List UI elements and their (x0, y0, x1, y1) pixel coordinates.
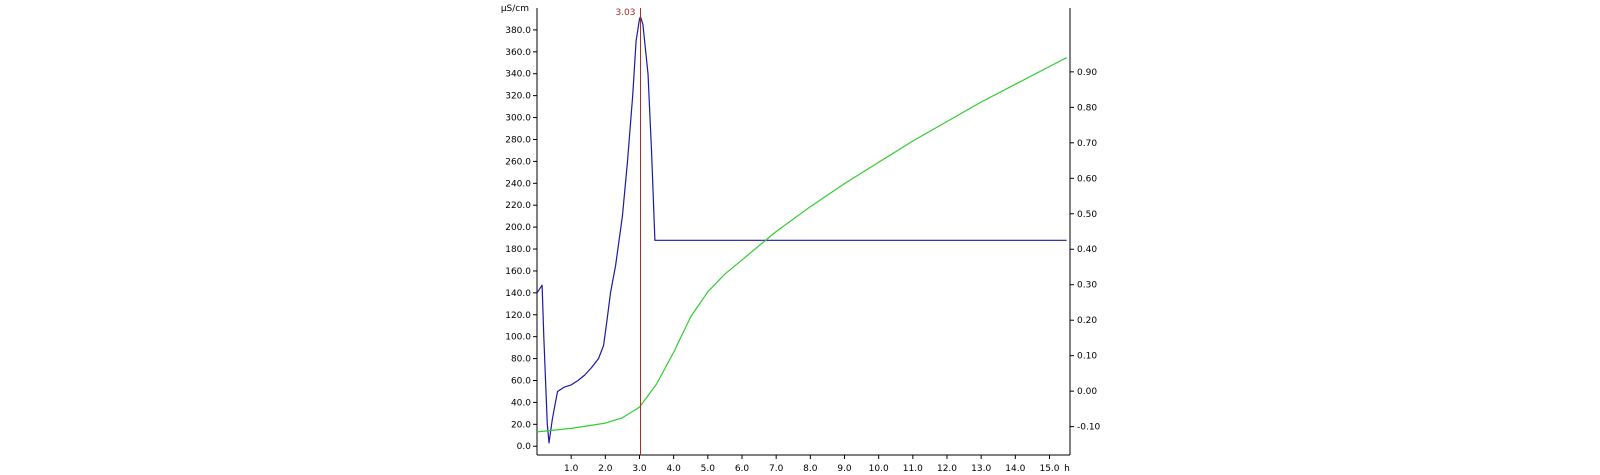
y-left-tick-label: 40.0 (511, 398, 531, 408)
y-right-tick-label: 0.70 (1077, 139, 1097, 149)
y-right-tick-label: 0.00 (1077, 387, 1097, 397)
y-left-tick-label: 200.0 (505, 223, 531, 233)
y-right-tick-label: 0.40 (1077, 245, 1097, 255)
y-axis-unit-label: µS/cm (501, 4, 529, 14)
x-tick-label: 1.0 (564, 464, 579, 474)
y-right-tick-label: 0.20 (1077, 316, 1097, 326)
y-left-tick-label: 340.0 (505, 70, 531, 80)
y-left-tick-label: 180.0 (505, 245, 531, 255)
x-tick-label: 4.0 (667, 464, 682, 474)
y-left-tick-label: 80.0 (511, 355, 531, 365)
y-left-tick-label: 140.0 (505, 289, 531, 299)
y-left-tick-label: 220.0 (505, 201, 531, 211)
y-left-axis-ticks: 0.0 20.0 40.0 60.0 80.0 100.0 120.0 140.0 160.0 1… (505, 26, 537, 452)
x-tick-label: 11.0 (903, 464, 923, 474)
y-left-tick-label: 120.0 (505, 311, 531, 321)
series-line-1 (536, 16, 1067, 444)
x-tick-label: 14.0 (1005, 464, 1025, 474)
marker-label: 3.03 (615, 8, 635, 18)
y-left-tick-label: 0.0 (517, 442, 532, 452)
y-left-tick-label: 240.0 (505, 179, 531, 189)
x-tick-label: 6.0 (735, 464, 750, 474)
series (536, 16, 1067, 444)
y-left-tick-label: 360.0 (505, 48, 531, 58)
x-tick-label: 5.0 (701, 464, 716, 474)
y-left-tick-label: 160.0 (505, 267, 531, 277)
y-right-tick-label: 0.80 (1077, 103, 1097, 113)
y-left-tick-label: 320.0 (505, 92, 531, 102)
y-left-tick-label: 20.0 (511, 420, 531, 430)
x-axis-unit-label: h (1064, 464, 1070, 474)
y-right-tick-label: 0.60 (1077, 174, 1097, 184)
x-tick-label: 15.0 (1039, 464, 1059, 474)
y-right-tick-label: 0.10 (1077, 352, 1097, 362)
y-left-tick-label: 280.0 (505, 135, 531, 145)
x-axis-ticks: 1.0 2.0 3.0 4.0 5.0 6.0 7.0 8.0 9.0 10.0 11.0 12.0 1… (564, 455, 1060, 474)
y-right-tick-label: 0.90 (1077, 68, 1097, 78)
x-tick-label: 13.0 (971, 464, 991, 474)
x-tick-label: 7.0 (769, 464, 784, 474)
marker: 3.03 (615, 8, 642, 455)
y-left-tick-label: 260.0 (505, 157, 531, 167)
y-right-tick-label: -0.10 (1077, 423, 1101, 433)
x-tick-label: 12.0 (937, 464, 957, 474)
y-right-tick-label: 0.30 (1077, 281, 1097, 291)
x-tick-label: 9.0 (837, 464, 852, 474)
y-left-tick-label: 300.0 (505, 114, 531, 124)
y-left-tick-label: 100.0 (505, 333, 531, 343)
y-right-tick-label: 0.50 (1077, 210, 1097, 220)
y-left-tick-label: 380.0 (505, 26, 531, 36)
x-tick-label: 8.0 (803, 464, 818, 474)
axes (536, 8, 1071, 456)
y-left-tick-label: 60.0 (511, 377, 531, 387)
series-line-2 (536, 57, 1067, 433)
x-tick-label: 2.0 (598, 464, 613, 474)
x-tick-label: 3.0 (632, 464, 647, 474)
y-right-axis-ticks: -0.10 0.00 0.10 0.20 0.30 0.40 0.50 0.60 0.70 0.8… (1070, 68, 1101, 433)
x-tick-label: 10.0 (869, 464, 889, 474)
